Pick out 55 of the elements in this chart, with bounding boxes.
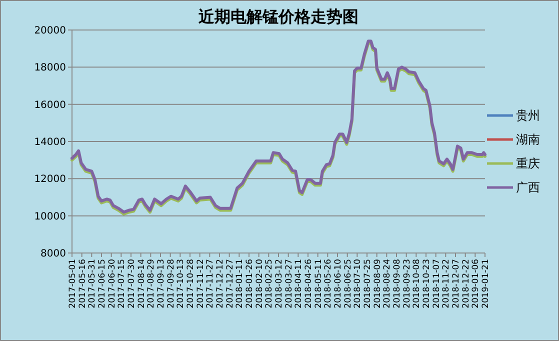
legend-label: 广西 xyxy=(516,180,540,195)
x-tick-label: 2017-08-29 xyxy=(146,259,157,308)
legend-label: 贵州 xyxy=(516,108,540,123)
chart-title: 近期电解锰价格走势图 xyxy=(198,7,358,26)
x-tick-label: 2018-10-23 xyxy=(422,259,432,308)
x-tick-label: 2018-10-08 xyxy=(412,259,422,308)
legend-label: 湖南 xyxy=(516,132,540,147)
x-tick-label: 2018-11-07 xyxy=(432,259,442,308)
x-tick-label: 2017-12-12 xyxy=(215,259,226,308)
x-tick-label: 2018-05-26 xyxy=(324,259,334,308)
y-tick-label: 20000 xyxy=(34,26,66,36)
x-tick-label: 2017-07-30 xyxy=(126,259,137,308)
x-tick-label: 2017-05-16 xyxy=(78,259,88,308)
x-tick-label: 2018-09-08 xyxy=(392,259,402,308)
x-tick-label: 2018-08-09 xyxy=(372,259,383,308)
y-tick-label: 12000 xyxy=(34,174,66,186)
x-tick-label: 2018-08-24 xyxy=(382,259,393,308)
y-tick-label: 10000 xyxy=(34,211,66,222)
x-tick-label: 2017-09-13 xyxy=(156,259,166,308)
x-tick-label: 2018-12-07 xyxy=(451,259,462,308)
x-tick-label: 2018-11-22 xyxy=(442,259,452,308)
x-tick-label: 2017-06-15 xyxy=(97,259,108,308)
x-tick-label: 2018-09-23 xyxy=(402,259,412,308)
legend-label: 重庆 xyxy=(516,156,540,171)
x-tick-label: 2017-12-27 xyxy=(225,259,236,308)
x-tick-label: 2018-04-26 xyxy=(304,259,314,308)
x-tick-label: 2017-06-30 xyxy=(107,259,118,308)
x-tick-label: 2018-03-27 xyxy=(284,259,294,308)
x-tick-label: 2017-05-31 xyxy=(88,259,98,308)
x-tick-label: 2019-01-21 xyxy=(480,259,491,308)
x-tick-label: 2018-07-10 xyxy=(353,259,364,308)
x-tick-label: 2017-09-28 xyxy=(166,259,176,308)
y-tick-label: 16000 xyxy=(34,100,66,111)
x-tick-label: 2017-08-14 xyxy=(136,259,147,308)
x-tick-label: 2018-05-11 xyxy=(314,259,324,308)
y-tick-label: 14000 xyxy=(34,137,66,148)
x-tick-label: 2018-12-22 xyxy=(461,259,472,308)
x-tick-label: 2019-01-06 xyxy=(471,259,482,308)
x-tick-label: 2018-06-10 xyxy=(333,259,344,308)
x-tick-label: 2018-07-25 xyxy=(362,259,373,308)
x-tick-label: 2018-06-25 xyxy=(343,259,354,308)
x-tick-label: 2017-11-12 xyxy=(196,259,206,308)
x-tick-label: 2017-10-13 xyxy=(176,259,186,308)
x-tick-label: 2017-10-28 xyxy=(186,259,196,308)
x-tick-label: 2018-02-10 xyxy=(254,259,265,308)
x-tick-label: 2017-07-15 xyxy=(117,259,128,308)
x-tick-label: 2018-02-25 xyxy=(264,259,275,308)
y-tick-label: 8000 xyxy=(40,248,66,260)
x-tick-label: 2018-03-12 xyxy=(274,259,284,308)
x-tick-label: 2018-01-11 xyxy=(235,259,246,308)
x-tick-label: 2018-01-26 xyxy=(244,259,255,308)
x-tick-label: 2017-05-01 xyxy=(68,259,78,308)
x-tick-label: 2017-11-27 xyxy=(206,259,216,308)
y-tick-label: 18000 xyxy=(34,62,66,74)
x-tick-label: 2018-04-11 xyxy=(294,259,304,308)
